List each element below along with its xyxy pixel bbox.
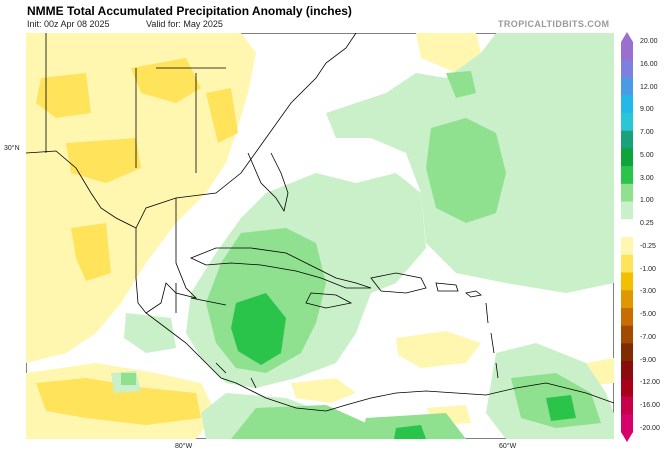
colorbar-tick-label: -12.00 [640, 379, 660, 387]
lon-label-80w: 80°W [175, 443, 193, 450]
colorbar-tick-label: 16.00 [640, 60, 658, 68]
colorbar-tick-label: 9.00 [640, 106, 654, 114]
colorbar-segment [621, 201, 633, 220]
colorbar-min-arrow [621, 432, 633, 442]
colorbar-tick-label: -9.00 [640, 356, 656, 364]
colorbar-segment [621, 361, 633, 380]
colorbar-tick-label: 3.00 [640, 174, 654, 182]
colorbar-max-arrow [621, 32, 633, 42]
colorbar-segment [621, 378, 633, 398]
colorbar-segment [621, 77, 633, 96]
colorbar-segment [621, 112, 633, 132]
map-title: NMME Total Accumulated Precipitation Ano… [27, 4, 352, 18]
brand-watermark: TROPICALTIDBITS.COM [498, 19, 610, 29]
colorbar-segment [621, 59, 633, 78]
colorbar-segment [621, 307, 633, 327]
colorbar-segment [621, 272, 633, 291]
colorbar-tick-label: 5.00 [640, 151, 654, 159]
colorbar-tick-label: -7.00 [640, 333, 656, 341]
colorbar-segment [621, 343, 633, 362]
colorbar-tick-label: 7.00 [640, 129, 654, 137]
colorbar-segment [621, 254, 633, 273]
colorbar-tick-label: 0.25 [640, 220, 654, 228]
colorbar-tick-label: 1.00 [640, 197, 654, 205]
colorbar-tick-label: -16.00 [640, 402, 660, 410]
colorbar-tick-label: -3.00 [640, 288, 656, 296]
colorbar-segment [621, 166, 633, 185]
lon-label-60w: 60°W [499, 443, 517, 450]
colorbar-segment [621, 183, 633, 203]
colorbar-tick-label: -20.00 [640, 425, 660, 432]
colorbar-segment [621, 237, 633, 256]
colorbar-segment [621, 325, 633, 344]
colorbar-tick-label: 12.00 [640, 83, 658, 91]
colorbar-tick-label: -5.00 [640, 311, 656, 319]
colorbar-segment [621, 290, 633, 309]
land-outlines [26, 33, 614, 412]
colorbar-segment [621, 130, 633, 149]
dry-anomaly-mid [36, 58, 238, 425]
valid-time: Valid for: May 2025 [146, 19, 223, 29]
colorbar-segment [621, 95, 633, 114]
colorbar-segment [621, 414, 633, 433]
wet-anomaly-strong [231, 293, 576, 439]
colorbar-segment [621, 148, 633, 167]
anomaly-map [26, 33, 614, 439]
colorbar [621, 32, 633, 442]
colorbar-segment [621, 396, 633, 415]
colorbar-segment [621, 42, 633, 61]
colorbar-tick-label: 20.00 [640, 38, 658, 45]
lat-label-30n: 30°N [4, 145, 20, 152]
colorbar-segment [621, 219, 633, 238]
colorbar-tick-label: -0.25 [640, 242, 656, 250]
init-time: Init: 00z Apr 08 2025 [27, 19, 110, 29]
colorbar-tick-label: -1.00 [640, 265, 656, 273]
